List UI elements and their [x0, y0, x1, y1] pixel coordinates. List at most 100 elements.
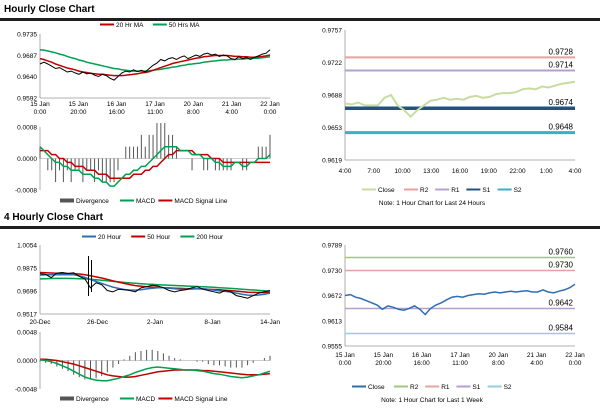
hourly-levels-x-tick: 19:00: [481, 168, 498, 175]
hourly-right-close-line: [344, 80, 576, 119]
hourly-levels-legend-label: Close: [378, 187, 395, 194]
four-levels-legend-label: S2: [504, 384, 512, 391]
four-levels-x-tick: 20 Jan: [489, 352, 509, 359]
hourly-macd-legend-label: MACD Signal Line: [174, 198, 227, 205]
hourly-macd-line: [39, 145, 271, 187]
four-levels-legend-label: R1: [441, 384, 450, 391]
hourly-ma50-line: [39, 48, 271, 72]
hourly-price-legend-label: 50 Hrs MA: [169, 22, 200, 29]
four-levels-x-tick: 21 Jan: [527, 352, 547, 359]
hourly-levels-legend-label: R1: [451, 187, 460, 194]
four-price-x-tick: 14-Jan: [260, 319, 280, 326]
four-levels-y-tick: 0.9555: [322, 344, 342, 351]
four-macd-y-tick: -0.0048: [15, 387, 37, 394]
four-macd-y-tick: 0.0048: [17, 330, 37, 337]
four-levels-x-tick: 11:00: [452, 360, 468, 367]
four-ma200-line: [39, 277, 271, 292]
four-signal-line: [40, 358, 271, 378]
four-levels-x-tick: 16:00: [414, 360, 431, 367]
four-right-close-line: [344, 283, 576, 316]
hourly-price-x-tick: 20:00: [70, 109, 87, 116]
hourly-level-s1-label: 0.9674: [549, 98, 574, 107]
four-levels-legend-label: Close: [368, 384, 385, 391]
hourly-levels-y-tick: 0.9722: [322, 60, 342, 67]
four-price-y-tick: 1.0054: [17, 243, 37, 250]
four-level-s1-label: 0.9642: [549, 298, 574, 307]
four-levels-legend-label: R2: [410, 384, 419, 391]
hourly-price-x-tick: 16 Jan: [107, 101, 127, 108]
four-hourly-section-title: 4 Hourly Close Chart: [4, 212, 103, 223]
four-price-y-tick: 0.9517: [17, 312, 37, 319]
four-price-x-tick: 20-Dec: [30, 319, 52, 326]
hourly-levels-x-tick: 22:00: [509, 168, 526, 175]
hourly-level-r1-label: 0.9714: [549, 61, 574, 70]
hourly-levels-legend-label: R2: [420, 187, 429, 194]
hourly-price-y-tick: 0.9687: [17, 53, 37, 60]
four-price-legend-label: 20 Hour: [98, 234, 122, 241]
hourly-levels-legend-label: S1: [482, 187, 490, 194]
hourly-levels-x-tick: 4:00: [569, 168, 582, 175]
hourly-price-y-tick: 0.9640: [17, 74, 37, 81]
hourly-levels-x-tick: 7:00: [367, 168, 380, 175]
four-price-x-tick: 2-Jan: [147, 319, 164, 326]
four-macd-y-tick: 0.0000: [17, 358, 37, 365]
hourly-price-x-tick: 16:00: [109, 109, 126, 116]
four-levels-x-tick: 16 Jan: [412, 352, 432, 359]
hourly-levels-x-tick: 16:00: [452, 168, 469, 175]
four-close-line: [39, 271, 271, 299]
hourly-price-x-tick: 15 Jan: [30, 101, 50, 108]
four-price-x-tick: 8-Jan: [204, 319, 221, 326]
hourly-price-x-tick: 17 Jan: [145, 101, 165, 108]
hourly-levels-y-tick: 0.9757: [322, 28, 342, 35]
hourly-levels-x-tick: 1:00: [540, 168, 553, 175]
hourly-price-x-tick: 0:00: [34, 109, 47, 116]
hourly-price-x-tick: 21 Jan: [222, 101, 242, 108]
four-levels-x-tick: 8:00: [492, 360, 505, 367]
four-levels-x-tick: 20:00: [375, 360, 392, 367]
four-price-x-tick: 26-Dec: [87, 319, 109, 326]
four-levels-x-tick: 15 Jan: [335, 352, 355, 359]
four-level-r1-label: 0.9730: [549, 260, 574, 269]
four-levels-y-tick: 0.9730: [322, 268, 342, 275]
hourly-levels-y-tick: 0.9653: [322, 125, 342, 132]
hourly-level-r2-label: 0.9728: [549, 47, 574, 56]
four-levels-x-tick: 0:00: [569, 360, 582, 367]
hourly-price-y-tick: 0.9592: [17, 96, 37, 103]
four-price-y-tick: 0.9696: [17, 289, 37, 296]
four-level-r2-label: 0.9760: [549, 248, 574, 257]
hourly-price-x-tick: 4:00: [225, 109, 238, 116]
hourly-levels-legend-label: S2: [514, 187, 522, 194]
four-levels-x-tick: 0:00: [339, 360, 352, 367]
hourly-section-rule: [0, 18, 600, 21]
hourly-close-line: [39, 49, 271, 81]
hourly-macd-legend-label: MACD: [136, 198, 155, 205]
four-levels-x-tick: 4:00: [530, 360, 543, 367]
four-level-s2-label: 0.9584: [549, 323, 574, 332]
hourly-levels-x-tick: 13:00: [423, 168, 440, 175]
hourly-levels-y-tick: 0.9688: [322, 93, 342, 100]
four-levels-y-tick: 0.9613: [322, 318, 342, 325]
hourly-levels-y-tick: 0.9619: [322, 158, 342, 165]
hourly-level-s2-label: 0.9648: [549, 123, 574, 132]
hourly-levels-note: Note: 1 Hour Chart for Last 24 Hours: [379, 200, 486, 207]
hourly-ma20-line: [39, 54, 271, 77]
hourly-signal-line: [40, 149, 270, 179]
hourly-price-x-tick: 15 Jan: [69, 101, 89, 108]
four-price-legend-label: 200 Hour: [196, 234, 224, 241]
four-hourly-section-rule: [0, 226, 600, 229]
hourly-levels-x-tick: 10:00: [394, 168, 411, 175]
four-levels-x-tick: 17 Jan: [450, 352, 470, 359]
four-levels-y-tick: 0.9672: [322, 293, 342, 300]
four-price-legend-label: 50 Hour: [147, 234, 171, 241]
hourly-levels-x-tick: 4:00: [339, 168, 352, 175]
hourly-macd-y-tick: -0.0008: [15, 188, 37, 195]
hourly-price-x-tick: 11:00: [147, 109, 163, 116]
four-macd-line: [39, 359, 271, 382]
hourly-macd-y-tick: 0.0008: [17, 125, 37, 132]
four-levels-note: Note: 1 Hour Chart for Last 1 Week: [381, 397, 484, 404]
four-macd-legend-label: Divergence: [76, 396, 109, 403]
hourly-price-legend-label: 20 Hr MA: [116, 22, 144, 29]
hourly-price-x-tick: 20 Jan: [184, 101, 204, 108]
